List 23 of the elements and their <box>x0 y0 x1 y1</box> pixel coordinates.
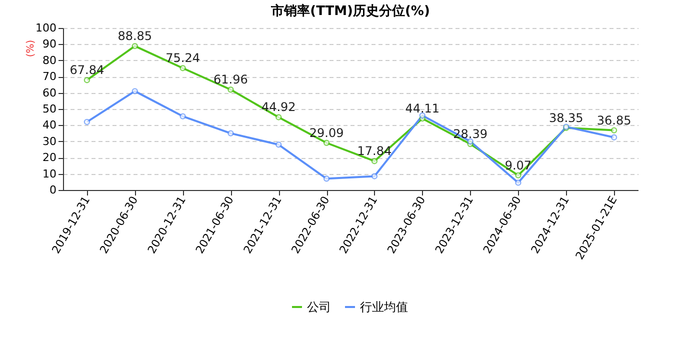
y-tick-label: 50 <box>42 102 56 116</box>
data-label: 44.11 <box>405 102 440 116</box>
y-tick-label: 60 <box>42 86 56 100</box>
data-label: 38.35 <box>548 110 584 125</box>
y-tick-label: 0 <box>50 184 56 196</box>
y-tick-label: 90 <box>42 38 56 51</box>
data-label: 61.96 <box>214 72 248 87</box>
y-tick-label: 70 <box>42 70 56 84</box>
legend-label: 公司 <box>307 300 331 314</box>
data-label: 36.85 <box>596 113 632 128</box>
data-label: 88.85 <box>118 29 152 44</box>
y-tick-label: 30 <box>42 134 56 148</box>
y-tick-label: 10 <box>42 167 56 180</box>
y-tick-label: 80 <box>42 54 56 67</box>
y-tick-label: 20 <box>42 151 56 164</box>
y-axis-title: (%) <box>26 40 36 58</box>
data-label: 29.09 <box>309 126 344 140</box>
y-tick-label: 40 <box>42 118 56 132</box>
data-label: 75.24 <box>166 51 200 66</box>
y-tick-label: 100 <box>36 22 56 34</box>
legend-label: 行业均值 <box>360 300 408 314</box>
data-label: 44.92 <box>261 100 296 114</box>
chart-title: 市销率(TTM)历史分位(%) <box>270 3 430 19</box>
